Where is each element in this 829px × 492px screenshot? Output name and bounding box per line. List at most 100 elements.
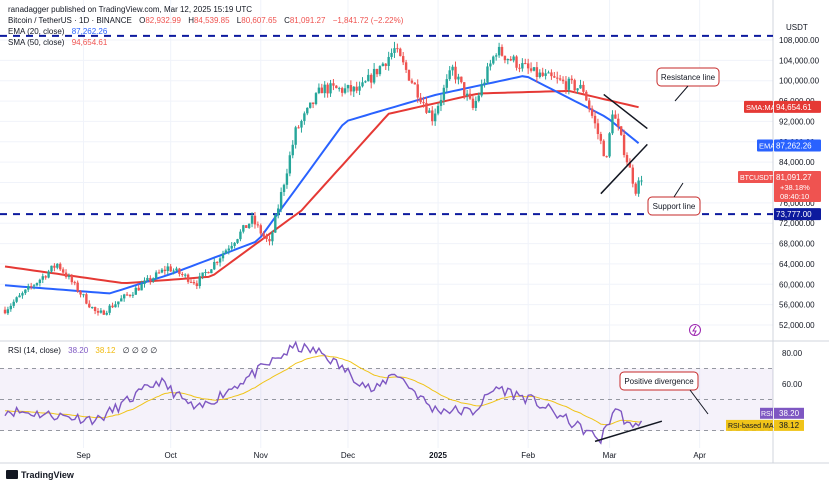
candle-up	[18, 295, 21, 298]
candle-up	[24, 289, 27, 294]
candle-down	[515, 56, 518, 68]
candle-down	[102, 310, 106, 315]
candle-down	[297, 127, 300, 129]
candle-down	[564, 81, 568, 90]
candle-up	[367, 74, 370, 82]
sma-legend-value: 94,654.61	[71, 38, 108, 47]
candle-up	[239, 231, 242, 240]
candle-down	[76, 282, 79, 292]
time-tick-label: 2025	[429, 451, 447, 460]
candle-down	[157, 272, 161, 274]
author-line: ranadagger published on TradingView.com,…	[8, 5, 253, 14]
candle-down	[619, 126, 623, 135]
candle-down	[29, 286, 33, 288]
symbol-name: Bitcoin / TetherUS · 1D · BINANCE	[8, 16, 132, 25]
candle-up	[250, 215, 254, 224]
candle-down	[93, 307, 97, 312]
time-tick-label: Dec	[341, 451, 355, 460]
candle-down	[396, 48, 399, 50]
candle-up	[108, 305, 111, 313]
candle-down	[634, 183, 637, 194]
candle-up	[338, 88, 341, 90]
candle-down	[335, 85, 338, 89]
candle-up	[277, 208, 280, 216]
candle-up	[608, 133, 611, 157]
price-tick-label: 104,000.00	[779, 56, 820, 65]
candle-up	[146, 277, 149, 281]
candle-up	[393, 48, 396, 53]
candle-up	[204, 271, 207, 273]
support-callout-text: Support line	[653, 202, 696, 211]
candle-up	[224, 250, 228, 254]
rsi-ma-tag-label-bg	[726, 419, 773, 431]
rsi-ma-tag-label: RSI-based MA	[728, 423, 774, 430]
candle-up	[152, 278, 155, 282]
candle-down	[3, 309, 7, 314]
candle-up	[486, 66, 489, 83]
open-value: 82,932.99	[145, 16, 181, 25]
candle-down	[163, 269, 167, 271]
candle-down	[149, 277, 152, 282]
candle-up	[494, 55, 498, 57]
candle-down	[349, 85, 353, 92]
candle-up	[131, 294, 135, 296]
candle-down	[256, 224, 260, 226]
candle-down	[53, 265, 56, 268]
candle-up	[233, 242, 236, 246]
ema-legend-label: EMA (20, close)	[8, 27, 65, 36]
candle-down	[454, 66, 457, 80]
last-tag-value: 81,091.27	[776, 173, 812, 182]
candle-up	[47, 271, 50, 278]
rsi-ma-line	[4, 355, 642, 426]
lightning-icon-bolt	[692, 325, 697, 336]
symbol-line: Bitcoin / TetherUS · 1D · BINANCE O82,93…	[8, 16, 403, 25]
candle-down	[88, 303, 91, 308]
rsi-line	[4, 340, 643, 445]
time-tick-label: Sep	[76, 451, 91, 460]
price-tick-label: 100,000.00	[779, 77, 820, 86]
candle-down	[186, 274, 190, 282]
sma-tag-label-bg	[744, 100, 773, 113]
time-tick-label: Nov	[254, 451, 268, 460]
candle-up	[474, 100, 478, 108]
candle-down	[70, 275, 74, 283]
candle-up	[352, 86, 355, 92]
ema-tag-label-bg	[757, 139, 773, 152]
candle-up	[201, 272, 204, 277]
last-tag-value-bg	[774, 170, 821, 202]
candle-up	[364, 81, 367, 83]
candle-up	[288, 155, 292, 174]
candle-down	[128, 294, 132, 296]
ema20-line	[4, 75, 640, 295]
brand-footer[interactable]: TradingView	[6, 470, 74, 480]
candle-down	[215, 261, 219, 263]
candle-up	[567, 78, 571, 90]
candle-up	[274, 215, 277, 233]
lightning-icon	[689, 324, 701, 336]
candle-up	[532, 67, 536, 71]
sma-tag-value: 94,654.61	[776, 103, 812, 112]
candle-down	[593, 115, 597, 124]
candle-up	[247, 223, 251, 228]
rsi-tag-label: RSI	[761, 411, 773, 418]
candle-up	[483, 82, 486, 85]
candle-up	[12, 301, 15, 306]
candle-up	[160, 269, 164, 273]
candle-down	[599, 134, 603, 141]
candle-up	[198, 276, 201, 287]
ema-tag-label: EMA	[759, 142, 775, 151]
candle-down	[85, 294, 88, 304]
candle-down	[524, 63, 527, 65]
candle-down	[460, 76, 463, 83]
divergence-callout-box	[619, 371, 699, 391]
candle-up	[428, 110, 431, 113]
candle-up	[285, 173, 289, 185]
candle-up	[390, 52, 393, 57]
ema-legend: EMA (20, close) 87,262.26	[8, 27, 107, 36]
last-tag-countdown: 08:40:10	[780, 192, 809, 201]
candle-down	[625, 154, 629, 163]
candle-up	[117, 301, 120, 305]
candle-up	[50, 265, 53, 272]
candle-down	[340, 88, 344, 93]
price-axis-currency: USDT	[786, 23, 808, 32]
